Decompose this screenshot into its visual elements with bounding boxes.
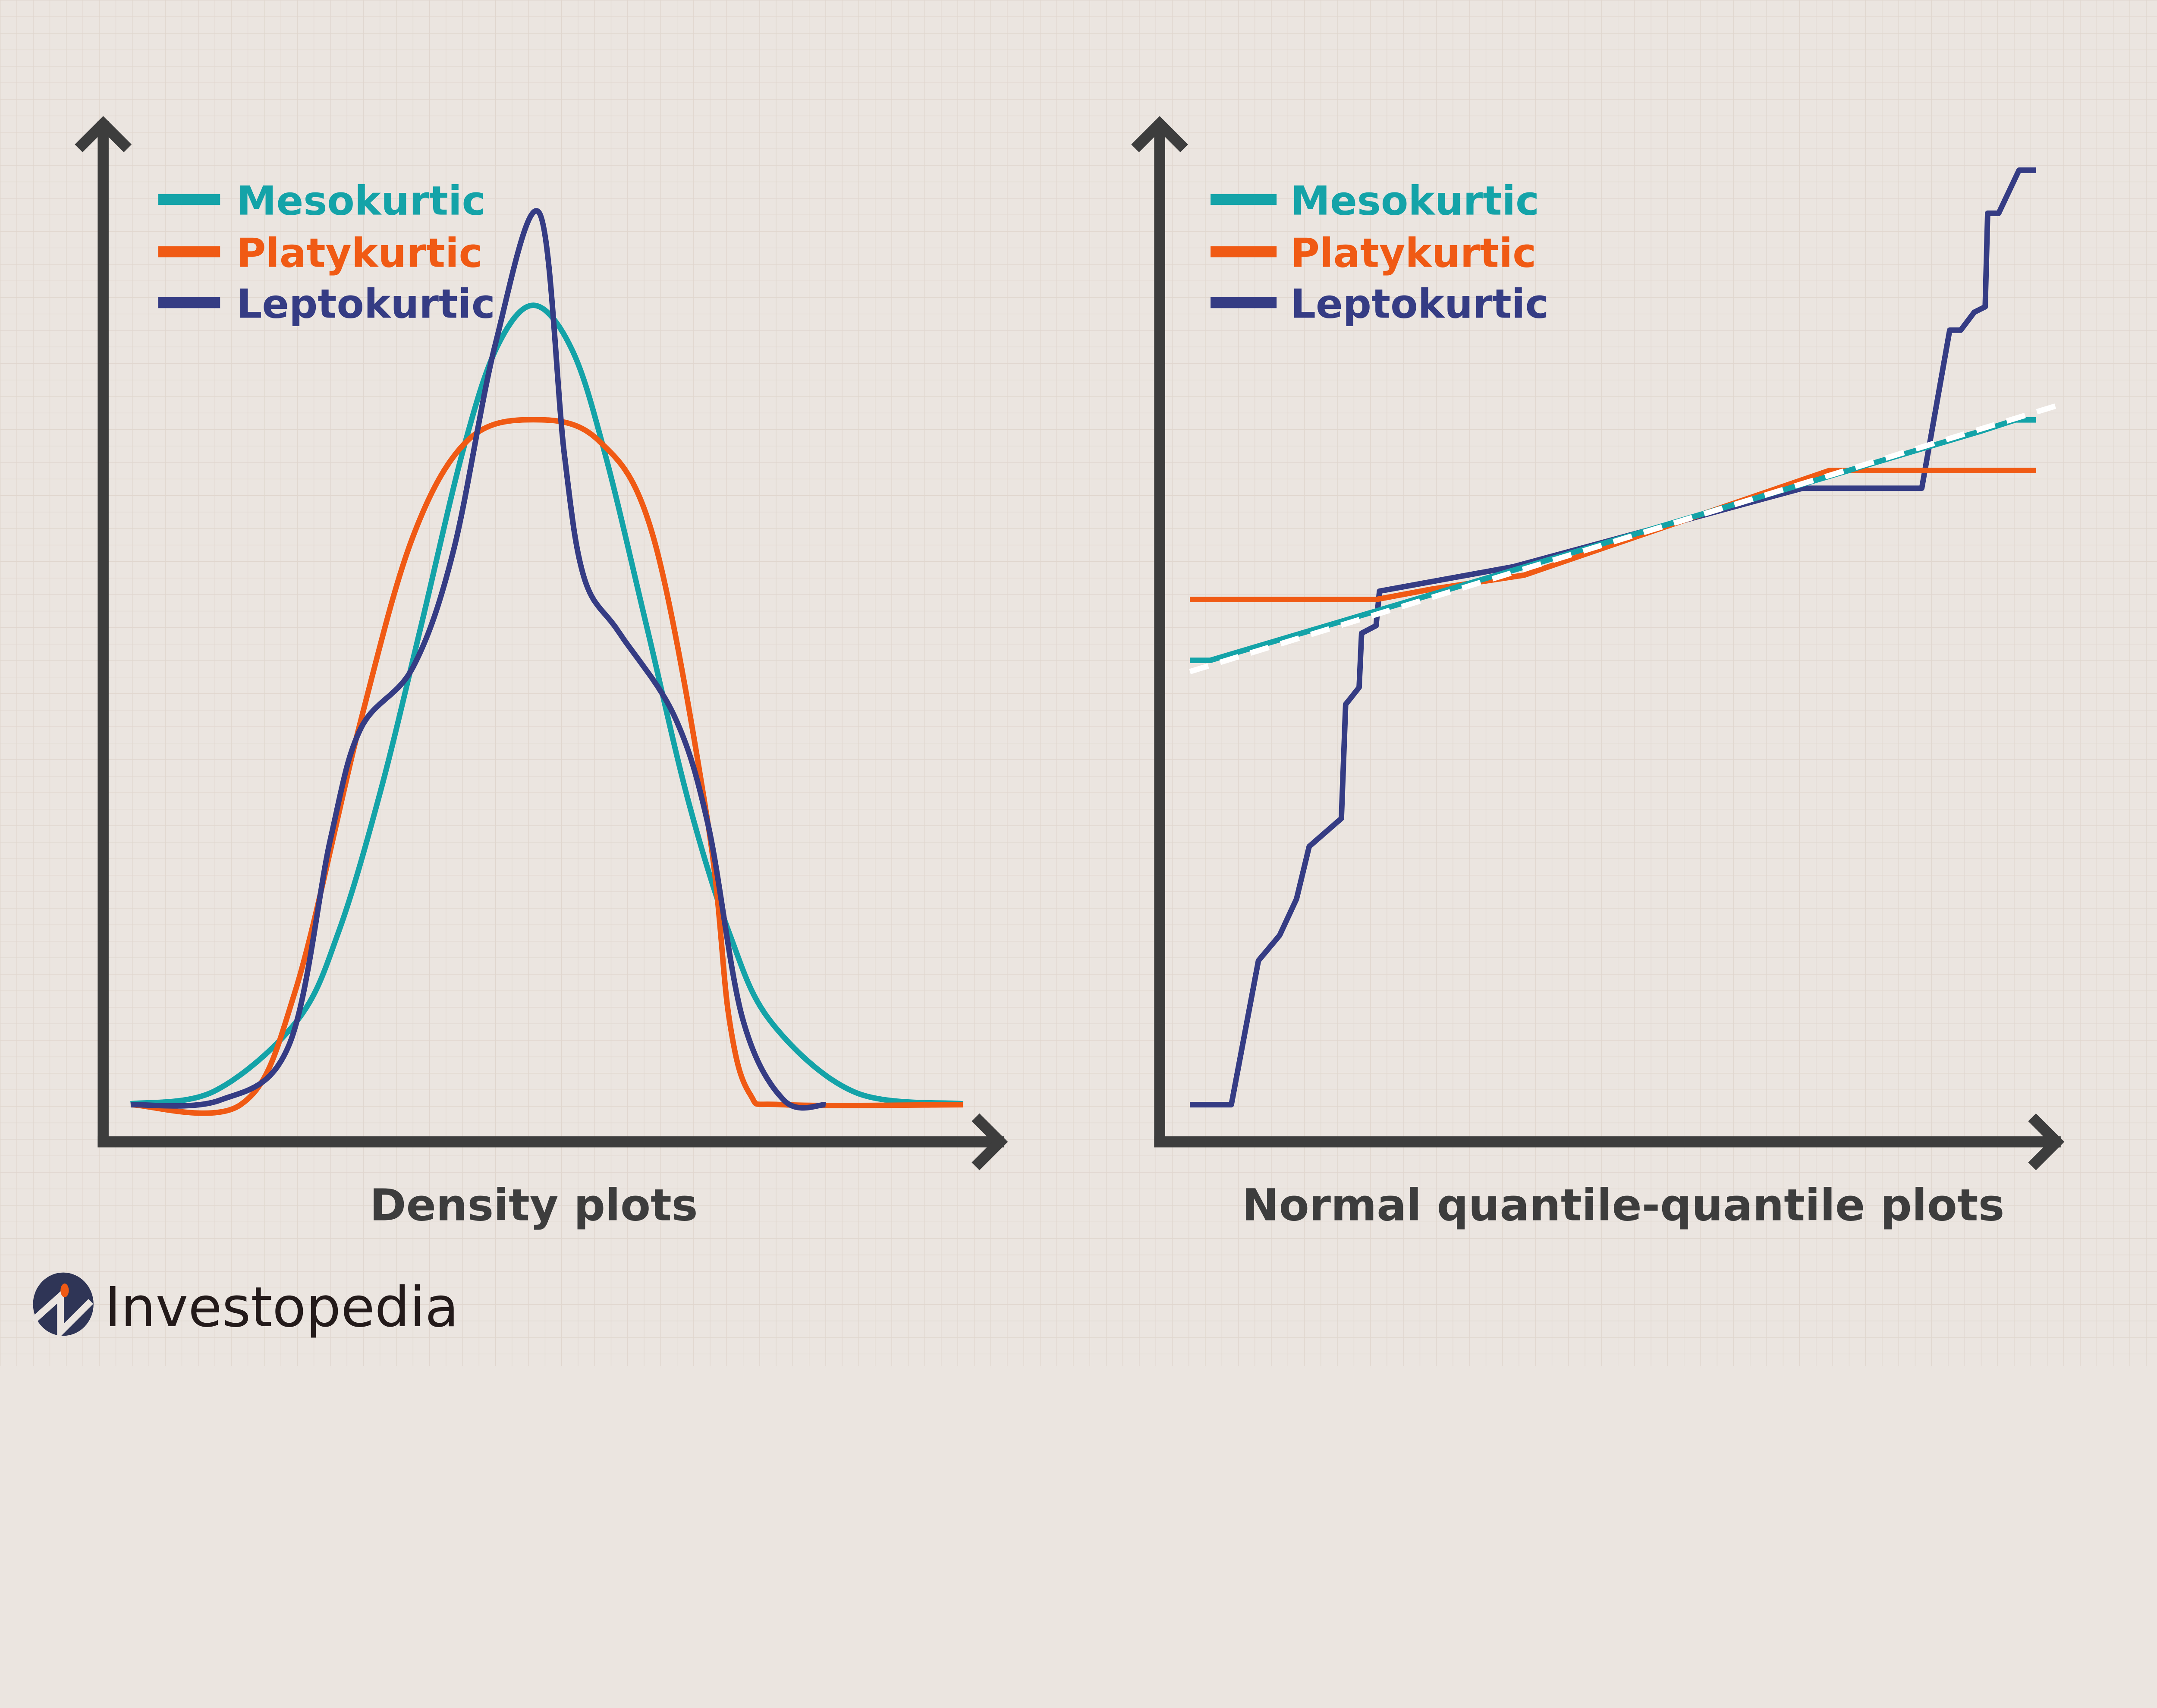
legend-label: Mesokurtic [1290,177,1539,224]
reference-line [1189,403,2057,674]
legend-label: Leptokurtic [1290,281,1549,327]
legend-label: Platykurtic [236,230,482,277]
qq-plot: Mesokurtic Platykurtic Leptokurtic Norma… [1131,116,2065,1231]
legend-item-mesokurtic: Mesokurtic [1211,177,1539,224]
legend-swatch [1211,297,1277,308]
brand-name: Investopedia [104,1276,459,1340]
x-axis-arrow [2028,1113,2065,1170]
y-axis-arrow [75,116,132,152]
chart-title: Density plots [370,1180,698,1231]
logo-zigzag [31,1288,94,1340]
axes [75,116,1008,1170]
series-line-platykurtic [130,417,963,1116]
series-layer [130,208,963,1116]
legend-item-platykurtic: Platykurtic [158,230,482,277]
x-axis-arrow [972,1113,1008,1170]
legend-swatch [158,194,220,205]
series-line-leptokurtic [130,208,826,1111]
legend-item-mesokurtic: Mesokurtic [158,177,485,224]
legend-swatch [1211,194,1277,205]
y-axis-arrow [1131,116,1189,152]
axes [1131,116,2065,1170]
legend: Mesokurtic Platykurtic Leptokurtic [1211,177,1549,327]
legend-item-leptokurtic: Leptokurtic [158,281,495,327]
series-line-mesokurtic [130,302,963,1107]
legend: Mesokurtic Platykurtic Leptokurtic [158,177,495,327]
legend-swatch [158,246,220,258]
legend-swatch [158,297,220,308]
kurtosis-figure: Mesokurtic Platykurtic Leptokurtic Densi… [0,0,2157,1366]
legend-label: Platykurtic [1290,230,1536,277]
legend-label: Leptokurtic [236,281,495,327]
series-line-leptokurtic [1190,167,2036,1107]
legend-swatch [1211,246,1277,258]
investopedia-logo: Investopedia [31,1272,459,1340]
chart-title: Normal quantile-quantile plots [1242,1180,2004,1231]
series-layer [1189,167,2057,1107]
legend-item-platykurtic: Platykurtic [1211,230,1536,277]
legend-label: Mesokurtic [236,177,485,224]
legend-item-leptokurtic: Leptokurtic [1211,281,1549,327]
density-plot: Mesokurtic Platykurtic Leptokurtic Densi… [75,116,1008,1231]
logo-dot [60,1283,69,1298]
